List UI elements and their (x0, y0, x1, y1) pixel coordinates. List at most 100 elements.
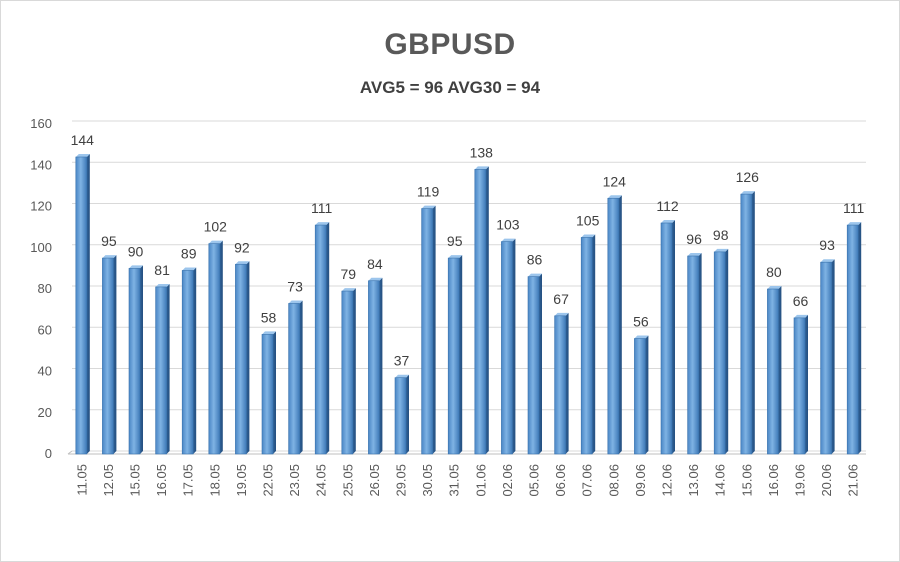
bar-side (805, 314, 808, 454)
bar-front (208, 243, 221, 455)
y-tick-label: 0 (45, 446, 52, 461)
bar-side (326, 222, 330, 454)
bar (447, 255, 463, 455)
bar-front (660, 222, 673, 455)
bars (75, 154, 862, 455)
x-tick-label: 20.06 (819, 464, 834, 497)
x-tick-label: 08.06 (606, 464, 621, 497)
bar-front (288, 303, 300, 455)
bar (235, 261, 250, 455)
y-tick-label: 20 (38, 405, 52, 420)
bar-side (246, 261, 250, 454)
bar-top (581, 234, 596, 238)
bar-side (273, 331, 276, 454)
bar-top (395, 374, 409, 378)
bar-side (698, 253, 702, 454)
bar-top (368, 277, 383, 281)
data-label: 111 (843, 200, 864, 216)
bar-top (687, 253, 702, 256)
bar-front (368, 280, 380, 455)
data-label: 102 (204, 219, 228, 235)
bar (554, 312, 569, 455)
data-label: 73 (287, 278, 303, 294)
bar (687, 253, 702, 455)
chart-subtitle: AVG5 = 96 AVG30 = 94 (359, 78, 541, 97)
bar-front (155, 286, 167, 455)
bar-top (474, 166, 489, 170)
bar (128, 265, 143, 455)
bar-side (140, 265, 143, 454)
bar (527, 273, 542, 455)
bar (660, 220, 675, 455)
x-tick-label: 05.06 (527, 464, 542, 497)
data-label: 105 (576, 212, 600, 228)
data-label: 80 (766, 264, 782, 280)
bar (102, 255, 117, 455)
bar-front (501, 241, 513, 455)
bar-front (713, 251, 726, 455)
data-label: 90 (128, 243, 144, 259)
bar (288, 300, 303, 455)
bar (580, 234, 596, 455)
data-label: 144 (71, 132, 95, 148)
bar-front (820, 261, 832, 455)
y-tick-label: 100 (30, 240, 52, 255)
bar-top (847, 222, 862, 226)
data-label: 66 (793, 293, 809, 309)
x-tick-label: 07.06 (580, 464, 595, 497)
bar (394, 374, 409, 455)
bar-front (75, 156, 88, 455)
bar-side (592, 234, 596, 454)
bar-top (501, 238, 516, 242)
bar-top (262, 331, 276, 335)
bar-side (751, 191, 755, 454)
data-label: 124 (603, 173, 627, 189)
bar-front (102, 257, 114, 455)
bar-side (645, 335, 649, 454)
x-tick-label: 12.05 (101, 464, 116, 497)
data-label: 119 (417, 184, 440, 200)
x-tick-label: 02.06 (500, 464, 515, 497)
data-label: 67 (553, 291, 569, 307)
bar (501, 238, 516, 455)
bar (767, 286, 782, 455)
bar-front (687, 255, 699, 455)
bar-side (831, 259, 835, 454)
bar-front (394, 377, 407, 455)
bar-top (182, 267, 197, 271)
bar-side (672, 220, 675, 454)
bar-top (740, 191, 755, 195)
data-label: 98 (713, 227, 729, 243)
x-tick-label: 06.06 (553, 464, 568, 497)
bar-top (554, 312, 569, 316)
data-label: 103 (496, 217, 520, 233)
data-label: 86 (527, 252, 543, 268)
x-tick-label: 31.05 (447, 464, 462, 497)
bar-top (528, 273, 542, 277)
bar (155, 283, 170, 455)
bar-front (607, 197, 620, 455)
bar-top (661, 220, 675, 223)
bar-top (235, 261, 250, 265)
data-label: 37 (394, 353, 410, 369)
bar-front (447, 257, 460, 455)
y-tick-label: 60 (38, 322, 52, 337)
bar-front (314, 224, 327, 455)
data-label: 81 (154, 262, 170, 278)
bar-top (208, 240, 223, 244)
bar (314, 222, 330, 455)
bar (75, 154, 90, 455)
bar (208, 240, 223, 455)
bar (740, 191, 755, 455)
bar-side (193, 267, 197, 454)
bar-front (527, 276, 540, 455)
x-tick-label: 16.06 (766, 464, 781, 497)
data-label: 126 (736, 169, 760, 185)
bar-top (421, 205, 436, 209)
bar-front (128, 268, 141, 455)
bar-side (778, 286, 782, 454)
data-label: 89 (181, 245, 197, 261)
data-label: 95 (447, 233, 463, 249)
bar-side (858, 222, 862, 454)
bar-side (459, 255, 463, 454)
